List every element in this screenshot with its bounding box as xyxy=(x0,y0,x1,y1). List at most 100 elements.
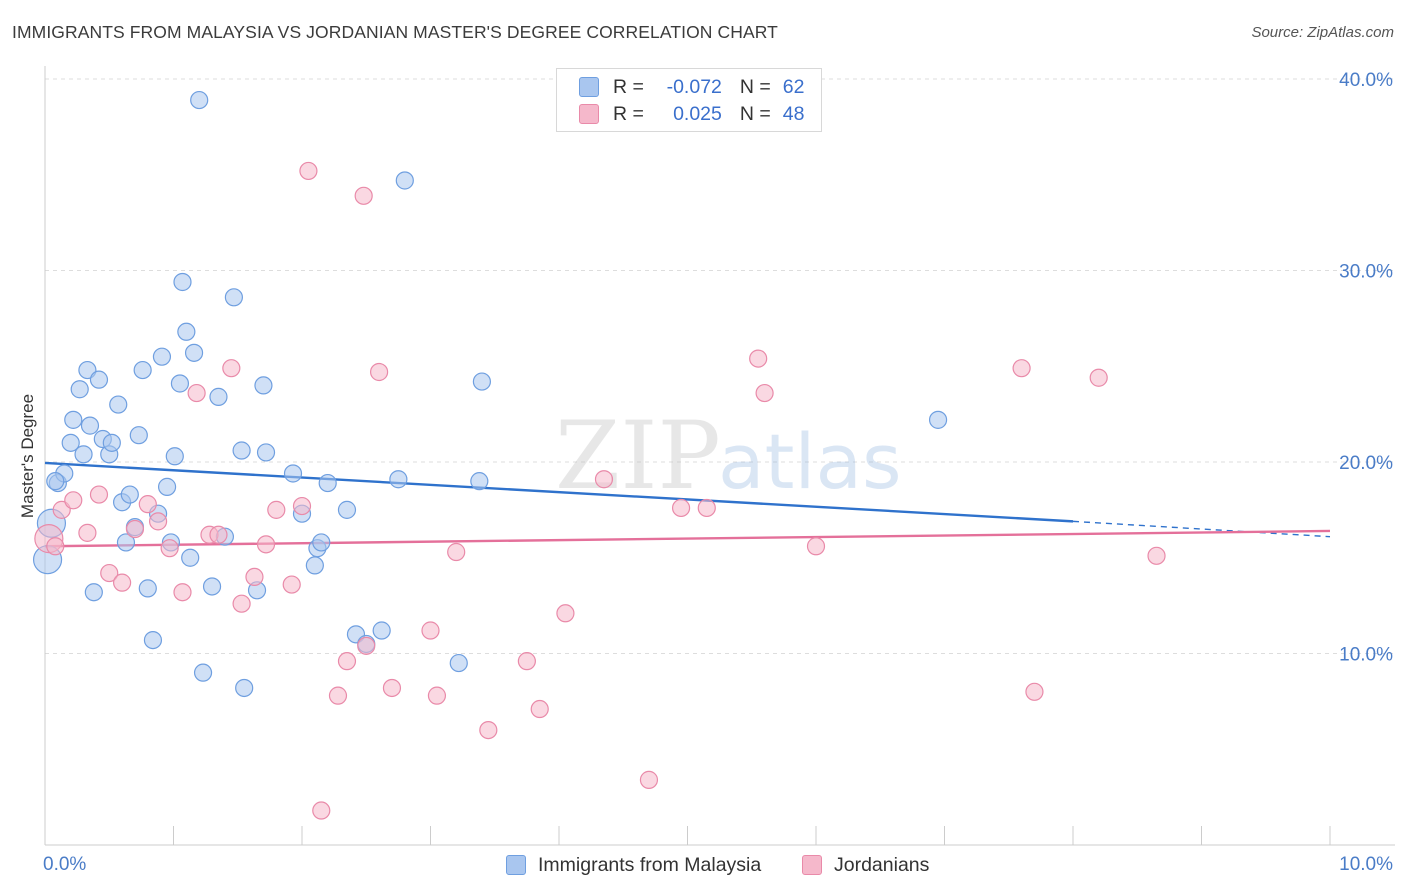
series-swatch-jordanians xyxy=(802,855,822,875)
series-label-malaysia: Immigrants from Malaysia xyxy=(538,853,762,876)
point-malaysia xyxy=(472,372,491,391)
point-jordanian xyxy=(354,186,373,205)
point-malaysia xyxy=(64,410,83,429)
chart-title: IMMIGRANTS FROM MALAYSIA VS JORDANIAN MA… xyxy=(12,22,778,42)
legend-n-label: N = xyxy=(739,75,771,98)
point-malaysia xyxy=(318,473,337,493)
point-jordanian xyxy=(594,470,614,489)
trend-line-extension-malaysia xyxy=(1072,520,1331,538)
point-malaysia xyxy=(173,272,192,292)
point-malaysia xyxy=(165,447,184,466)
point-jordanian xyxy=(187,383,206,403)
point-jordanian xyxy=(256,535,276,554)
point-jordanian xyxy=(671,498,691,518)
trend-line-jordanian xyxy=(44,529,1331,548)
point-jordanian xyxy=(447,542,466,562)
point-malaysia xyxy=(133,360,152,380)
watermark-atlas: atlas xyxy=(718,417,902,506)
point-malaysia xyxy=(389,470,408,489)
tick-labels: 10.0% 20.0% 30.0% 40.0% 0.0% 10.0% xyxy=(43,70,1393,875)
point-malaysia xyxy=(193,663,213,682)
point-jordanian xyxy=(479,720,498,740)
point-jordanian xyxy=(64,491,83,510)
x-tick-label: 10.0% xyxy=(1339,854,1393,875)
point-malaysia xyxy=(80,416,100,435)
point-malaysia xyxy=(170,374,190,393)
point-malaysia xyxy=(84,583,103,602)
point-jordanian xyxy=(209,525,228,544)
legend-r-label: R = xyxy=(613,102,644,125)
y-tick-label: 40.0% xyxy=(1339,70,1393,91)
point-jordanian xyxy=(148,512,168,531)
point-malaysia xyxy=(74,445,93,464)
point-malaysia xyxy=(190,90,209,110)
point-malaysia xyxy=(202,577,222,596)
point-jordanian xyxy=(125,519,145,539)
point-jordanian xyxy=(517,652,536,671)
y-tick-label: 30.0% xyxy=(1339,262,1393,283)
legend-r-value-malaysia: -0.072 xyxy=(666,75,722,98)
point-malaysia xyxy=(109,395,128,414)
point-jordanian xyxy=(1012,359,1031,378)
point-malaysia xyxy=(470,472,489,491)
legend-swatch-jordanians xyxy=(579,104,599,124)
point-malaysia xyxy=(129,426,148,445)
series-legend-item-jordanians[interactable]: Jordanians xyxy=(802,851,929,879)
point-jordanian xyxy=(232,594,251,613)
gridlines xyxy=(45,78,1395,654)
point-jordanian xyxy=(530,699,549,719)
point-malaysia xyxy=(157,477,177,496)
point-malaysia xyxy=(256,443,276,462)
point-malaysia xyxy=(181,548,200,567)
point-jordanian xyxy=(282,575,301,594)
point-jordanian xyxy=(173,583,192,602)
x-tick-label: 0.0% xyxy=(43,854,86,875)
point-jordanian xyxy=(1089,368,1108,387)
point-jordanian xyxy=(112,573,132,592)
legend-swatch-malaysia xyxy=(579,77,599,97)
point-malaysia xyxy=(177,322,196,341)
series-legend: Immigrants from Malaysia Jordanians xyxy=(0,851,1406,879)
point-malaysia xyxy=(395,171,414,190)
point-malaysia xyxy=(283,464,303,483)
point-jordanian xyxy=(697,498,716,518)
point-jordanian xyxy=(357,636,376,655)
point-malaysia xyxy=(120,485,139,504)
watermark-zip: ZIP xyxy=(555,402,721,511)
trend-line-malaysia xyxy=(44,461,1074,523)
point-malaysia xyxy=(254,376,273,395)
point-malaysia xyxy=(116,533,136,552)
legend-row-malaysia: R = -0.072 N = 62 xyxy=(579,74,804,100)
correlation-legend: R = -0.072 N = 62 R = 0.025 N = 48 xyxy=(556,68,822,132)
series-label-jordanians: Jordanians xyxy=(834,853,930,876)
legend-row-jordanians: R = 0.025 N = 48 xyxy=(579,101,804,127)
point-jordanian xyxy=(806,537,826,556)
point-jordanian xyxy=(556,604,575,623)
point-jordanian xyxy=(382,678,402,698)
point-malaysia xyxy=(138,579,157,598)
point-malaysia xyxy=(61,433,80,452)
point-jordanian xyxy=(749,349,768,368)
point-jordanian xyxy=(370,362,389,382)
legend-n-label: N = xyxy=(739,102,771,125)
point-malaysia xyxy=(449,653,468,673)
point-jordanian xyxy=(46,537,65,556)
point-malaysia xyxy=(232,441,251,460)
legend-r-label: R = xyxy=(613,75,644,98)
watermark: ZIP atlas xyxy=(555,402,902,511)
point-jordanian xyxy=(222,359,241,378)
point-jordanian xyxy=(89,485,109,504)
point-malaysia xyxy=(928,410,948,429)
series-legend-item-malaysia[interactable]: Immigrants from Malaysia xyxy=(506,851,761,879)
legend-r-value-jordanians: 0.025 xyxy=(673,102,722,125)
point-jordanian xyxy=(299,161,318,181)
point-jordanian xyxy=(421,621,440,640)
point-malaysia xyxy=(70,380,89,399)
point-malaysia xyxy=(46,472,65,491)
point-jordanian xyxy=(100,563,119,583)
point-malaysia xyxy=(224,288,243,307)
point-malaysia xyxy=(312,533,331,552)
y-tick-label: 20.0% xyxy=(1339,453,1393,474)
source-label: Source: ZipAtlas.com xyxy=(1251,24,1394,41)
y-axis-title: Master's Degree xyxy=(18,394,37,518)
